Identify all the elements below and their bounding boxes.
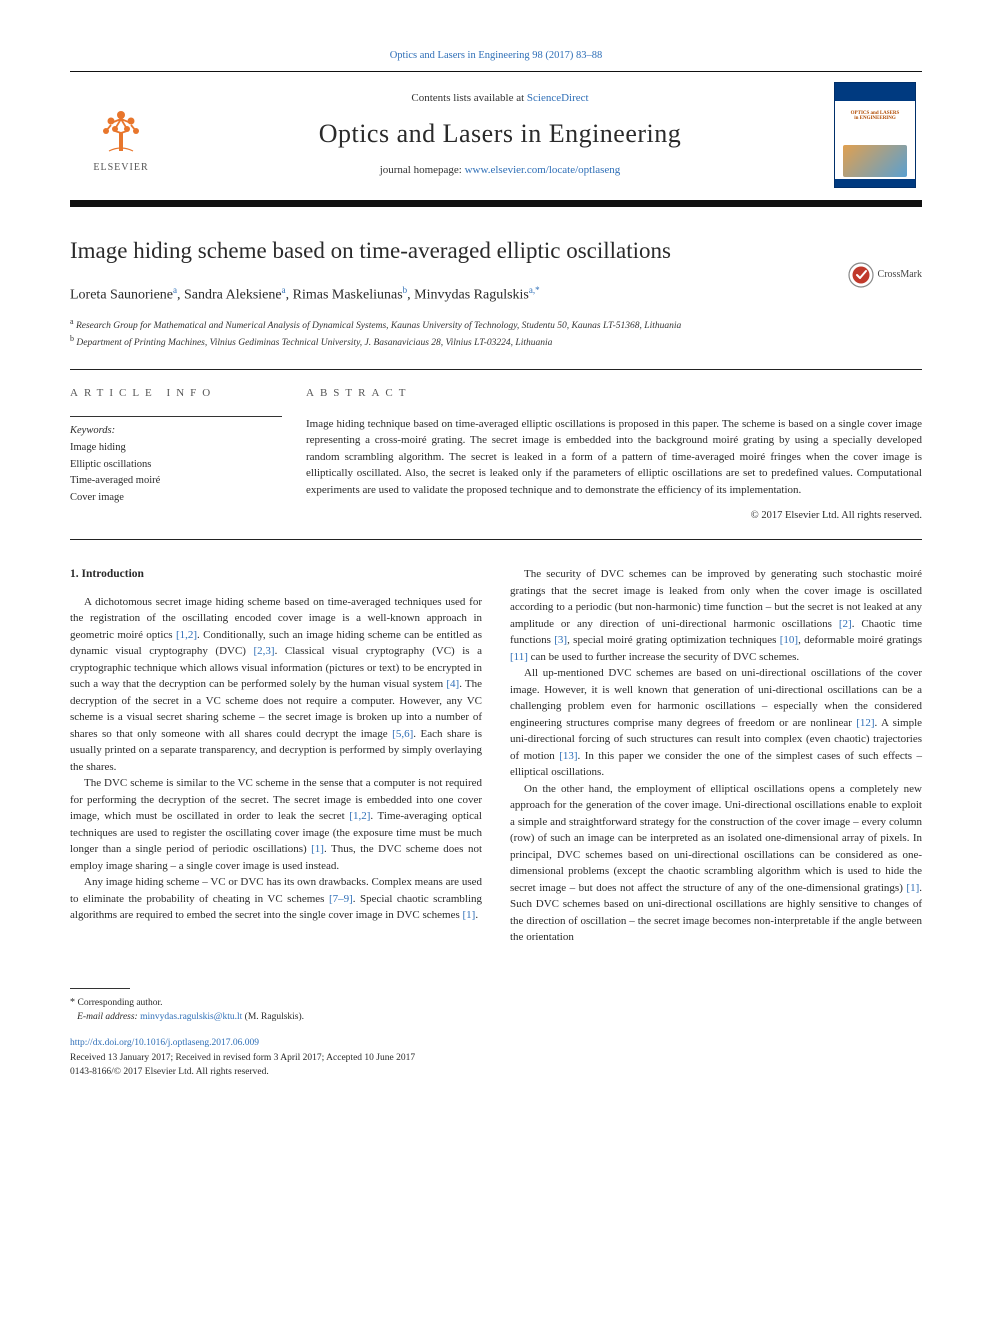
citation-ref[interactable]: [2,3] [254, 645, 275, 657]
citation-ref[interactable]: [1] [906, 882, 919, 894]
crossmark-label: CrossMark [878, 268, 922, 283]
citation-ref[interactable]: [1,2] [349, 810, 370, 822]
abstract-text: Image hiding technique based on time-ave… [306, 416, 922, 499]
doi-block: http://dx.doi.org/10.1016/j.optlaseng.20… [70, 1036, 922, 1079]
body-columns: 1. Introduction A dichotomous secret ima… [70, 566, 922, 946]
citation-ref[interactable]: [11] [510, 651, 528, 663]
right-column: The security of DVC schemes can be impro… [510, 566, 922, 946]
author-name: Loreta Saunoriene [70, 288, 173, 303]
author-name: Minvydas Ragulskis [414, 288, 529, 303]
email-suffix: (M. Ragulskis). [245, 1012, 304, 1022]
keywords-label: Keywords: [70, 416, 282, 438]
crossmark-icon [848, 262, 874, 288]
citation-ref[interactable]: [5,6] [392, 728, 413, 740]
header-center: Contents lists available at ScienceDirec… [166, 91, 834, 179]
email-link[interactable]: minvydas.ragulskis@ktu.lt [140, 1012, 242, 1022]
citation-ref[interactable]: [7–9] [329, 893, 353, 905]
keywords-list: Image hidingElliptic oscillationsTime-av… [70, 440, 282, 507]
elsevier-tree-icon [89, 95, 153, 159]
affiliation-text: Department of Printing Machines, Vilnius… [76, 338, 552, 348]
citation-ref[interactable]: [10] [780, 634, 798, 646]
received-line: Received 13 January 2017; Received in re… [70, 1053, 415, 1063]
sciencedirect-link[interactable]: ScienceDirect [527, 92, 589, 104]
divider-rule-2 [70, 539, 922, 540]
homepage-prefix: journal homepage: [380, 164, 465, 176]
paper-title: Image hiding scheme based on time-averag… [70, 237, 922, 266]
body-paragraph: All up-mentioned DVC schemes are based o… [510, 665, 922, 781]
author-name: Sandra Aleksiene [184, 288, 282, 303]
contents-line: Contents lists available at ScienceDirec… [166, 91, 834, 107]
article-info-label: ARTICLE INFO [70, 386, 282, 402]
keyword-item: Time-averaged moiré [70, 473, 282, 490]
citation-ref[interactable]: [12] [856, 717, 874, 729]
doi-link[interactable]: http://dx.doi.org/10.1016/j.optlaseng.20… [70, 1038, 259, 1048]
journal-name: Optics and Lasers in Engineering [166, 115, 834, 153]
citation-ref[interactable]: [13] [559, 750, 577, 762]
footnote-rule [70, 988, 130, 989]
info-abstract-row: ARTICLE INFO Keywords: Image hidingEllip… [70, 386, 922, 524]
body-paragraph: The DVC scheme is similar to the VC sche… [70, 775, 482, 874]
author-affil-marker: a,* [529, 285, 540, 295]
abstract-copyright: © 2017 Elsevier Ltd. All rights reserved… [306, 508, 922, 523]
authors-line: Loreta Saunorienea, Sandra Aleksienea, R… [70, 284, 922, 306]
affiliation-text: Research Group for Mathematical and Nume… [76, 321, 681, 331]
article-info-column: ARTICLE INFO Keywords: Image hidingEllip… [70, 386, 282, 524]
citation-ref[interactable]: [2] [839, 618, 852, 630]
journal-header: ELSEVIER Contents lists available at Sci… [70, 71, 922, 207]
abstract-label: ABSTRACT [306, 386, 922, 402]
cover-title-2: in ENGINEERING [854, 116, 896, 121]
author-affil-marker: b [403, 285, 408, 295]
keyword-item: Image hiding [70, 440, 282, 457]
corr-label: Corresponding author. [78, 998, 163, 1008]
email-label: E-mail address: [77, 1012, 138, 1022]
citation-ref[interactable]: [1] [463, 909, 476, 921]
author-affil-marker: a [173, 285, 177, 295]
keyword-item: Elliptic oscillations [70, 457, 282, 474]
abstract-column: ABSTRACT Image hiding technique based on… [306, 386, 922, 524]
citation-ref[interactable]: [4] [446, 678, 459, 690]
asterisk-icon: * [70, 997, 78, 1008]
issn-line: 0143-8166/© 2017 Elsevier Ltd. All right… [70, 1067, 269, 1077]
publisher-logo-block: ELSEVIER [76, 95, 166, 176]
homepage-line: journal homepage: www.elsevier.com/locat… [166, 163, 834, 179]
citation-ref[interactable]: [3] [554, 634, 567, 646]
affiliations: a Research Group for Mathematical and Nu… [70, 316, 922, 351]
body-paragraph: Any image hiding scheme – VC or DVC has … [70, 874, 482, 924]
left-column: 1. Introduction A dichotomous secret ima… [70, 566, 482, 946]
homepage-link[interactable]: www.elsevier.com/locate/optlaseng [465, 164, 621, 176]
divider-rule [70, 369, 922, 370]
cover-title-1: OPTICS and LASERS [851, 111, 900, 116]
keyword-item: Cover image [70, 490, 282, 507]
body-paragraph: A dichotomous secret image hiding scheme… [70, 594, 482, 776]
body-paragraph: The security of DVC schemes can be impro… [510, 566, 922, 665]
journal-cover-thumb: OPTICS and LASERSin ENGINEERING [834, 82, 916, 188]
author-name: Rimas Maskeliunas [293, 288, 403, 303]
journal-citation-text[interactable]: Optics and Lasers in Engineering 98 (201… [390, 50, 603, 61]
citation-ref[interactable]: [1,2] [176, 629, 197, 641]
body-paragraph: On the other hand, the employment of ell… [510, 781, 922, 946]
publisher-name: ELSEVIER [93, 161, 148, 176]
crossmark-badge[interactable]: CrossMark [848, 262, 922, 288]
section-heading: 1. Introduction [70, 566, 482, 583]
journal-citation: Optics and Lasers in Engineering 98 (201… [70, 48, 922, 63]
citation-ref[interactable]: [1] [311, 843, 324, 855]
author-affil-marker: a [282, 285, 286, 295]
contents-prefix: Contents lists available at [411, 92, 526, 104]
corresponding-author-note: * Corresponding author. E-mail address: … [70, 995, 922, 1025]
